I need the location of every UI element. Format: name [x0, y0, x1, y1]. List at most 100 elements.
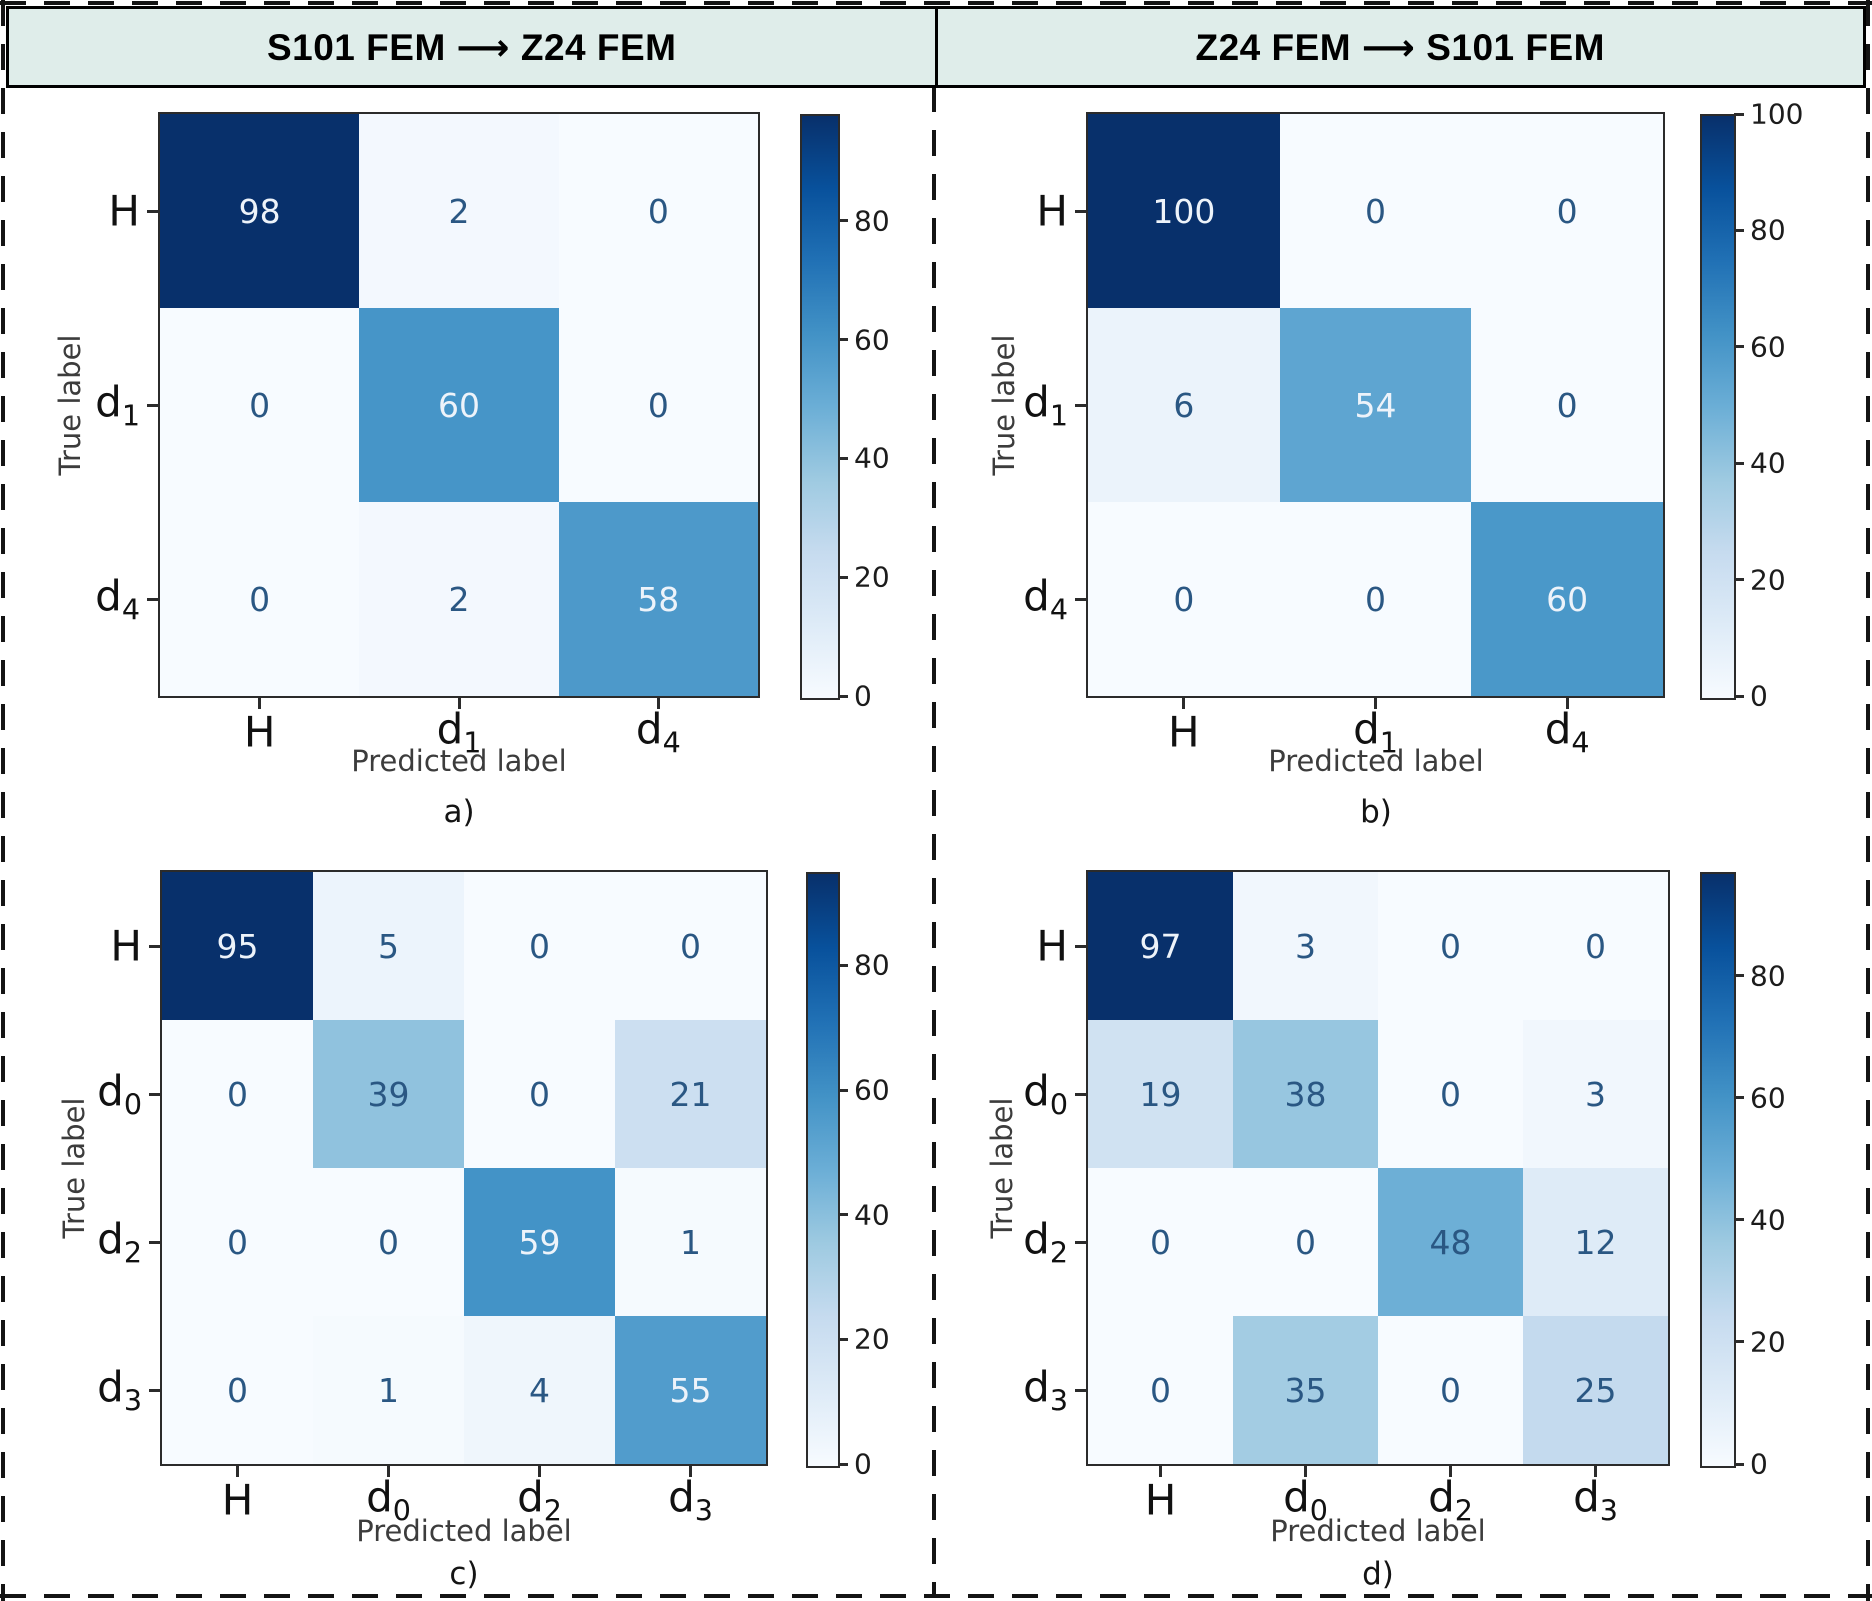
panel-caption: b) — [1360, 794, 1392, 830]
cell-value: 3 — [1295, 926, 1316, 966]
matrix-cell: 0 — [160, 502, 360, 696]
ytick-label: d1 — [95, 377, 140, 433]
colorbar-tick-label: 60 — [1750, 1081, 1786, 1115]
cell-value: 0 — [227, 1222, 248, 1262]
y-axis-label: True label — [985, 1097, 1019, 1239]
matrix-cell: 4 — [464, 1316, 615, 1464]
matrix-cell: 3 — [1523, 1020, 1668, 1168]
column-header-right: Z24 FEM ⟶ S101 FEM — [1195, 26, 1606, 68]
colorbar-tick-label: 80 — [1750, 213, 1786, 247]
colorbar-tick-mark — [838, 456, 848, 460]
matrix-cell: 0 — [1233, 1168, 1378, 1316]
matrix-cell: 97 — [1088, 872, 1233, 1020]
matrix-cell: 0 — [1471, 308, 1663, 502]
matrix-cell: 60 — [359, 308, 559, 502]
x-tick-mark — [1159, 1464, 1162, 1477]
cell-value: 0 — [378, 1222, 399, 1262]
matrix-cell: 3 — [1233, 872, 1378, 1020]
cell-value: 19 — [1139, 1074, 1182, 1114]
x-axis-label: Predicted label — [356, 1514, 572, 1548]
cell-value: 0 — [529, 1074, 550, 1114]
colorbar-tick-label: 0 — [1750, 1447, 1768, 1481]
ytick-label: H — [110, 921, 142, 971]
matrix-cell: 21 — [615, 1020, 766, 1168]
y-tick-mark — [149, 1092, 162, 1096]
xtick-label: d3 — [668, 1472, 713, 1528]
x-tick-mark — [1449, 1464, 1452, 1477]
colorbar — [806, 872, 840, 1468]
x-tick-mark — [1374, 696, 1377, 709]
matrix-cell: 0 — [162, 1316, 313, 1464]
matrix-cell: 0 — [1088, 1168, 1233, 1316]
cell-value: 55 — [669, 1370, 712, 1410]
cell-value: 1 — [680, 1222, 701, 1262]
xtick-label: H — [243, 707, 276, 757]
cell-value: 0 — [1440, 1370, 1461, 1410]
y-axis-label: True label — [987, 334, 1021, 476]
x-tick-mark — [656, 696, 660, 709]
matrix-cell: 0 — [558, 114, 758, 308]
y-axis-label: True label — [53, 334, 87, 476]
matrix-cell: 98 — [160, 114, 360, 308]
colorbar-tick-mark — [1734, 578, 1744, 582]
ytick-label: d3 — [1023, 1362, 1068, 1418]
colorbar-tick-label: 20 — [1750, 563, 1786, 597]
colorbar-tick-label: 0 — [1750, 679, 1768, 713]
xtick-label: d0 — [366, 1472, 411, 1528]
matrix-cell: 0 — [1279, 502, 1472, 696]
colorbar-tick-label: 80 — [854, 204, 890, 238]
cell-value: 4 — [529, 1370, 550, 1410]
x-tick-mark — [538, 1464, 541, 1477]
colorbar-tick-mark — [838, 694, 848, 698]
matrix-cell: 0 — [1471, 114, 1663, 308]
colorbar-tick-mark — [1734, 345, 1744, 349]
xtick-label: d4 — [635, 704, 681, 760]
matrix-cell: 0 — [558, 308, 758, 502]
cell-value: 98 — [238, 191, 281, 231]
matrix-cell: 48 — [1378, 1168, 1523, 1316]
y-tick-mark — [147, 209, 160, 213]
cell-value: 48 — [1429, 1222, 1472, 1262]
matrix-cell: 0 — [1378, 872, 1523, 1020]
xtick-label: H — [1168, 707, 1200, 757]
xtick-label: H — [1144, 1475, 1177, 1525]
xtick-label: d1 — [1353, 704, 1398, 760]
ytick-label: d2 — [97, 1214, 142, 1270]
x-tick-mark — [387, 1464, 390, 1477]
colorbar-tick-mark — [1734, 1340, 1744, 1344]
colorbar — [800, 114, 840, 700]
xtick-label: d2 — [517, 1472, 562, 1528]
matrix-cell: 1 — [615, 1168, 766, 1316]
ytick-label: H — [108, 186, 140, 236]
matrix-cell: 100 — [1088, 114, 1280, 308]
colorbar — [1700, 114, 1736, 700]
cell-value: 0 — [1173, 579, 1195, 619]
x-tick-mark — [236, 1464, 239, 1477]
matrix-cell: 35 — [1233, 1316, 1378, 1464]
y-tick-mark — [1075, 597, 1088, 601]
cell-value: 0 — [1150, 1370, 1171, 1410]
cell-value: 0 — [227, 1074, 248, 1114]
matrix-cell: 2 — [359, 114, 559, 308]
colorbar-tick-label: 80 — [1750, 959, 1786, 993]
colorbar-tick-label: 60 — [854, 1073, 890, 1107]
x-tick-mark — [1594, 1464, 1597, 1477]
ytick-label: d4 — [1023, 571, 1068, 627]
cell-value: 59 — [518, 1222, 561, 1262]
cell-value: 5 — [378, 926, 399, 966]
colorbar-tick-label: 0 — [854, 1447, 872, 1481]
colorbar-tick-mark — [838, 1213, 848, 1217]
header-cell-right: Z24 FEM ⟶ S101 FEM — [938, 9, 1864, 85]
colorbar-tick-label: 20 — [854, 1322, 890, 1356]
y-tick-mark — [149, 944, 162, 948]
ytick-label: H — [1036, 186, 1068, 236]
cell-value: 1 — [378, 1370, 399, 1410]
y-tick-mark — [1075, 1092, 1088, 1096]
matrix-cell: 0 — [160, 308, 360, 502]
colorbar-tick-mark — [1734, 461, 1744, 465]
matrix-cell: 0 — [162, 1020, 313, 1168]
cell-value: 97 — [1139, 926, 1182, 966]
cell-value: 35 — [1284, 1370, 1327, 1410]
cell-value: 39 — [367, 1074, 410, 1114]
x-tick-mark — [457, 696, 461, 709]
